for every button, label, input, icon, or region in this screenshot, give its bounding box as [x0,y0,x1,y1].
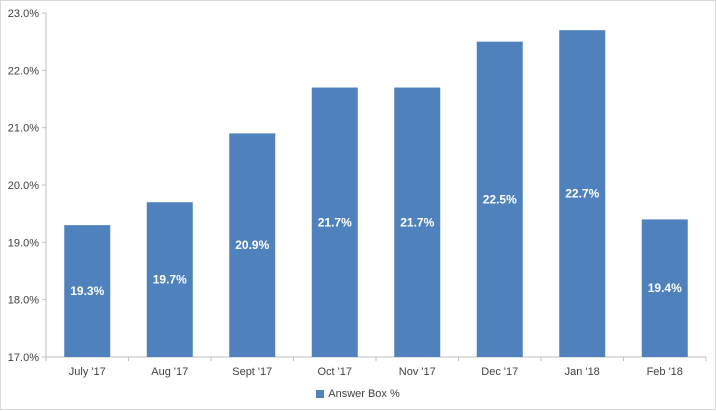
data-label: 20.9% [235,238,269,252]
x-tick-label: Sept '17 [232,366,272,378]
y-tick-label: 23.0% [8,8,39,20]
y-tick-label: 21.0% [8,123,39,135]
bar [311,87,358,358]
y-tick-label: 22.0% [8,65,39,77]
y-tick-label: 18.0% [8,295,39,307]
bar [229,133,276,357]
bar [559,30,606,357]
bar [146,202,193,357]
x-tick-label: Feb '18 [647,366,683,378]
x-tick-label: Dec '17 [481,366,518,378]
data-label: 19.3% [70,284,104,298]
x-tick-label: Aug '17 [151,366,188,378]
data-label: 22.7% [565,187,599,201]
legend-swatch [316,390,325,398]
legend-label: Answer Box % [328,388,400,400]
x-tick-label: July '17 [69,366,106,378]
y-tick-label: 20.0% [8,180,39,192]
y-tick-label: 19.0% [8,237,39,249]
bar [394,87,441,358]
data-label: 19.4% [648,281,682,295]
bar [476,41,523,358]
data-label: 21.7% [400,215,434,229]
bar [641,219,688,357]
x-tick-label: Oct '17 [317,366,352,378]
y-tick-label: 17.0% [8,352,39,364]
legend: Answer Box % [1,388,715,400]
data-label: 21.7% [318,215,352,229]
bar [64,225,111,357]
x-tick-label: Jan '18 [565,366,600,378]
x-tick-label: Nov '17 [399,366,436,378]
data-label: 19.7% [153,273,187,287]
data-label: 22.5% [483,192,517,206]
